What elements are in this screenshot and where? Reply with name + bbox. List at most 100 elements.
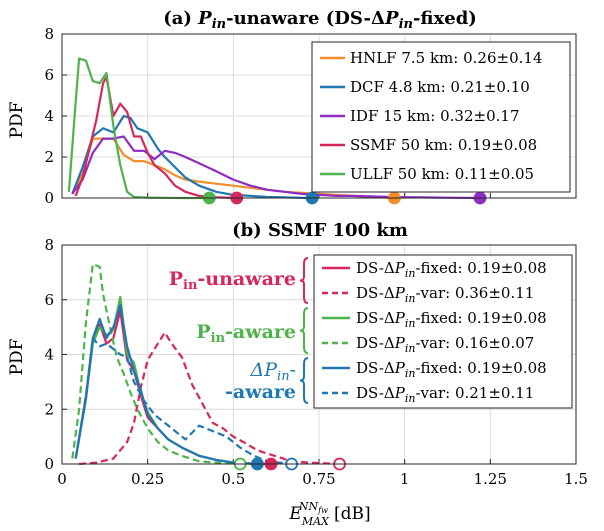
panel-a-title-sub2: in <box>399 17 413 32</box>
xlabel-base: E <box>288 504 302 524</box>
panel-b-frame <box>61 244 577 465</box>
xlabel-unit: [dB] <box>334 504 371 524</box>
series-line-b-4 <box>74 304 258 466</box>
series-line-b-1 <box>79 331 340 466</box>
x-tick-label: 0.5 <box>221 470 245 488</box>
legend-b-sub: in <box>405 392 416 405</box>
panel-b-yticks: 0 2 4 6 8 <box>44 236 67 473</box>
legend-b-var: P <box>394 309 406 327</box>
legend-b-post: -var: 0.21±0.11 <box>415 384 534 402</box>
xlabel-sub: MAX <box>301 515 330 528</box>
group-label-pin-aware-sub: in <box>211 331 226 346</box>
legend-b-sub: in <box>405 292 416 305</box>
legend-b-label-4: DS-ΔPin-fixed: 0.19±0.08 <box>356 359 547 380</box>
series-line-a-1 <box>71 114 313 200</box>
legend-a-label-0: HNLF 7.5 km: 0.26±0.14 <box>350 49 542 67</box>
legend-b-post: -fixed: 0.19±0.08 <box>415 359 546 377</box>
legend-b-post: -fixed: 0.19±0.08 <box>415 259 546 277</box>
legend-b-post: -var: 0.16±0.07 <box>415 334 534 352</box>
group-label-dpin-aware-line2: -aware <box>225 381 296 403</box>
panel-a-legend-box <box>311 41 571 193</box>
group-label-pin-unaware: Pin-unaware <box>169 268 296 293</box>
legend-a-label-4: ULLF 50 km: 0.11±0.05 <box>350 165 534 183</box>
panel-a-title-mid: -unaware (DS- <box>226 8 371 29</box>
legend-b-sub: in <box>405 367 416 380</box>
panel-b-title: (b) SSMF 100 km <box>232 220 408 241</box>
group-brace-2 <box>299 357 309 404</box>
y-tick-label: 8 <box>44 236 54 254</box>
panel-a-title-var2: P <box>384 8 399 29</box>
y-tick-label: 0 <box>44 189 54 207</box>
group-label-pin-unaware-sub: in <box>183 278 198 293</box>
legend-b-var: P <box>394 259 406 277</box>
y-tick-label: 6 <box>44 66 54 84</box>
y-tick-label: 0 <box>44 455 54 473</box>
legend-b-label-0: DS-ΔPin-fixed: 0.19±0.08 <box>356 259 547 280</box>
group-label-dpin-aware-dash: - <box>290 359 296 381</box>
legend-a-label-1: DCF 4.8 km: 0.21±0.10 <box>350 78 530 96</box>
group-label-dpin-aware-sub: in <box>277 369 290 384</box>
panel-b-legend-box <box>313 254 573 409</box>
y-tick-label: 8 <box>44 25 54 43</box>
panel-a-title-suffix: -fixed) <box>413 8 477 29</box>
group-label-pin-unaware-main: P <box>169 268 183 290</box>
group-label-pin-unaware-rest: -unaware <box>197 268 296 290</box>
panel-a-title: (a) Pin-unaware (DS-ΔPin-fixed) <box>163 8 477 32</box>
panel-a-ylabel: PDF <box>7 101 27 138</box>
legend-a-label-3: SSMF 50 km: 0.19±0.08 <box>350 136 537 154</box>
legend-a-label-2: IDF 15 km: 0.32±0.17 <box>350 107 519 125</box>
series-line-b-3 <box>71 263 241 466</box>
group-label-pin-aware: Pin-aware <box>196 321 296 346</box>
legend-b-pre: DS-Δ <box>356 359 395 377</box>
group-label-pin-aware-main: P <box>196 321 210 343</box>
legend-b-var: P <box>394 334 406 352</box>
panel-a-yticks: 0 2 4 6 8 <box>44 25 67 207</box>
legend-b-var: P <box>394 284 406 302</box>
panel-a-frame <box>61 33 577 199</box>
xlabel-sup: NN <box>298 500 319 513</box>
y-tick-label: 4 <box>44 346 54 364</box>
x-tick-label: 1.5 <box>564 470 588 488</box>
y-tick-label: 6 <box>44 291 54 309</box>
panel-b: (b) SSMF 100 km PDF 0 2 4 6 8 0 0.25 0.5 0.75 1 1… <box>7 220 588 528</box>
panel-a-title-sub: in <box>212 17 226 32</box>
panel-a-title-delta: Δ <box>371 8 385 29</box>
x-tick-label: 0.75 <box>302 470 335 488</box>
legend-b-label-1: DS-ΔPin-var: 0.36±0.11 <box>356 284 534 305</box>
series-line-b-5 <box>74 337 292 466</box>
y-tick-label: 2 <box>44 148 54 166</box>
legend-b-label-3: DS-ΔPin-var: 0.16±0.07 <box>356 334 534 355</box>
legend-b-post: -var: 0.36±0.11 <box>415 284 534 302</box>
xlabel-supsub: fw <box>317 506 328 515</box>
legend-b-label-2: DS-ΔPin-fixed: 0.19±0.08 <box>356 309 547 330</box>
legend-b-pre: DS-Δ <box>356 334 395 352</box>
legend-b-var: P <box>394 384 406 402</box>
legend-b-var: P <box>394 359 406 377</box>
panel-a-legend: HNLF 7.5 km: 0.26±0.14 DCF 4.8 km: 0.21±0… <box>311 41 571 193</box>
legend-b-sub: in <box>405 267 416 280</box>
legend-b-post: -fixed: 0.19±0.08 <box>415 309 546 327</box>
legend-b-pre: DS-Δ <box>356 309 395 327</box>
group-label-dpin-aware-line1: ΔPin- <box>250 359 296 384</box>
group-brace-0 <box>299 257 309 304</box>
group-braces <box>299 257 309 404</box>
legend-b-sub: in <box>405 342 416 355</box>
group-brace-1 <box>299 307 309 354</box>
series-line-a-3 <box>74 75 237 200</box>
panel-b-ylabel: PDF <box>7 338 27 375</box>
legend-b-label-5: DS-ΔPin-var: 0.21±0.11 <box>356 384 534 405</box>
panel-a: (a) Pin-unaware (DS-ΔPin-fixed) PDF 0 2 4 6… <box>7 8 577 207</box>
x-tick-label: 0 <box>57 470 67 488</box>
panel-b-xlabel: EMAX NNfw [dB] <box>288 500 370 528</box>
group-label-pin-aware-rest: -aware <box>225 321 296 343</box>
legend-b-pre: DS-Δ <box>356 384 395 402</box>
panel-b-group-labels: Pin-unaware Pin-aware ΔPin- -aware <box>169 257 309 404</box>
x-tick-label: 0.25 <box>131 470 164 488</box>
legend-b-sub: in <box>405 317 416 330</box>
panel-b-series <box>71 263 340 466</box>
y-tick-label: 4 <box>44 107 54 125</box>
panel-a-title-var: P <box>197 8 212 29</box>
legend-b-pre: DS-Δ <box>356 259 395 277</box>
panel-b-xticks: 0 0.25 0.5 0.75 1 1.25 1.5 <box>57 459 588 488</box>
